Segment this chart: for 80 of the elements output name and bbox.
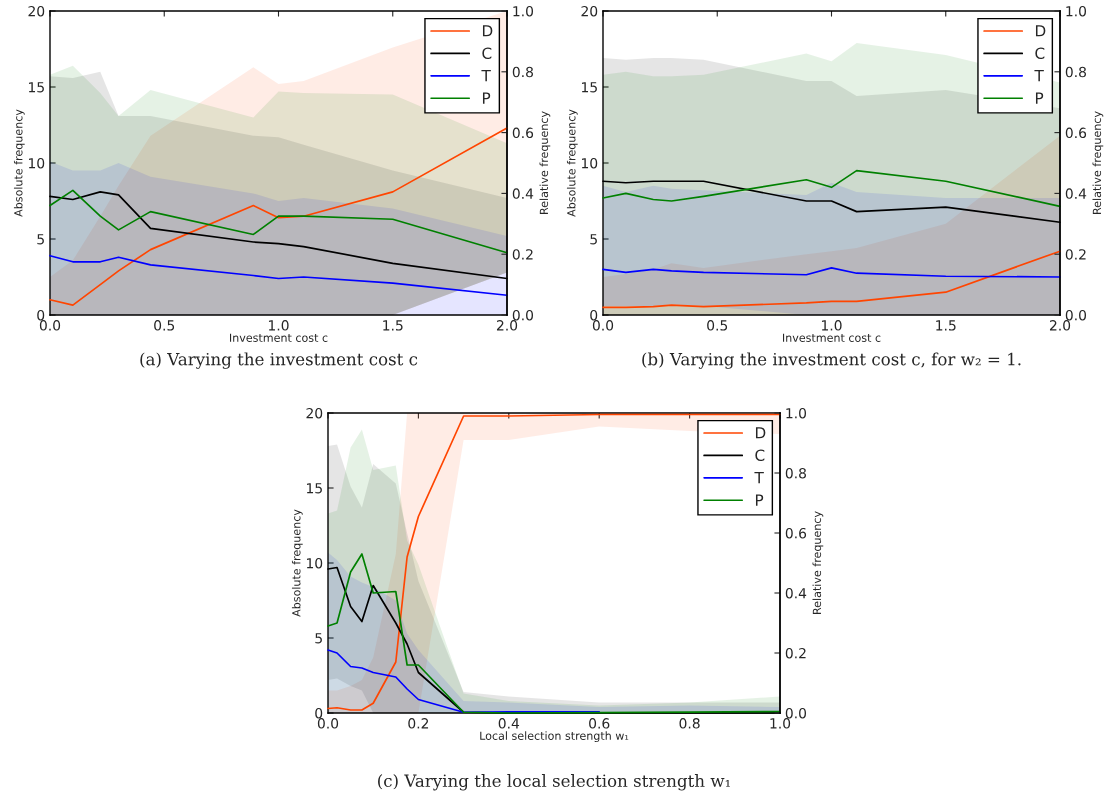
legend-label: D <box>1035 25 1046 37</box>
x-tick-label: 0.5 <box>154 320 175 331</box>
text: (c) Varying the local selection strength w₁ <box>378 774 730 791</box>
line-series <box>602 169 1061 208</box>
line-series <box>49 189 508 254</box>
x-tick-label: 1.0 <box>770 718 791 729</box>
legend-label: C <box>482 47 492 59</box>
y2-tick-label: 0.4 <box>785 587 807 599</box>
y2-tick-label: 1.0 <box>786 407 807 419</box>
text: (a) Varying the investment cost c <box>140 352 418 369</box>
y-tick-label: 0 <box>590 309 598 321</box>
x-tick-label: 1.0 <box>268 320 289 331</box>
y2-tick-label: 0.2 <box>1065 249 1086 260</box>
x-tick-label: 0.0 <box>39 320 61 331</box>
y-tick-label: 20 <box>306 407 323 419</box>
legend-label: D <box>755 427 766 439</box>
x-axis-title: Investment cost c <box>783 333 881 342</box>
y2-tick-label: 0.0 <box>1065 309 1087 321</box>
y2-axis-title: Relative frequency <box>812 511 824 614</box>
y-axis-title: Absolute frequency <box>566 109 578 217</box>
y-tick-label: 15 <box>306 483 322 494</box>
x-tick-label: 2.0 <box>1049 320 1071 331</box>
y2-tick-label: 0.8 <box>1065 66 1086 78</box>
x-tick-label: 1.5 <box>383 320 403 331</box>
y2-axis-title: Relative frequency <box>539 111 551 214</box>
text: (b) Varying the investment cost c, for w₂ = 1. <box>642 352 1021 369</box>
y2-tick-label: 0.2 <box>785 647 806 659</box>
x-tick-label: 0.4 <box>498 718 520 729</box>
y-tick-label: 10 <box>306 557 323 569</box>
y-tick-label: 15 <box>28 82 44 93</box>
legend-label: T <box>1034 70 1044 82</box>
line-series <box>602 250 1061 309</box>
y2-tick-label: 0.2 <box>512 249 533 260</box>
line-series <box>49 127 508 306</box>
y2-tick-label: 1.0 <box>513 5 534 17</box>
x-tick-label: 0.8 <box>679 718 700 729</box>
x-tick-label: 1.0 <box>821 320 842 331</box>
legend-label: C <box>1035 47 1045 59</box>
x-axis-title: Local selection strength w₁ <box>480 731 629 743</box>
x-axis-title: Investment cost c <box>230 333 328 342</box>
y-tick-label: 0 <box>315 707 323 719</box>
y2-tick-label: 0.4 <box>512 188 534 199</box>
y-tick-label: 20 <box>581 5 598 17</box>
y-tick-label: 15 <box>581 82 597 93</box>
legend-label: D <box>482 25 493 37</box>
y-tick-label: 10 <box>581 157 598 169</box>
y-tick-label: 5 <box>315 633 322 644</box>
y2-tick-label: 0.4 <box>1065 188 1087 199</box>
y2-tick-label: 1.0 <box>1066 5 1087 17</box>
x-tick-label: 0.5 <box>707 320 728 331</box>
legend-label: C <box>755 449 765 461</box>
y-axis-title: Absolute frequency <box>13 109 25 217</box>
line-series <box>49 254 508 297</box>
legend-label: T <box>754 472 764 484</box>
x-tick-label: 1.5 <box>936 320 956 331</box>
y-tick-label: 20 <box>28 5 45 17</box>
y2-tick-label: 0.8 <box>512 66 533 78</box>
y-tick-label: 5 <box>37 234 44 245</box>
x-tick-label: 0.2 <box>408 718 429 729</box>
x-tick-label: 0.0 <box>317 718 339 729</box>
x-tick-label: 2.0 <box>496 320 518 331</box>
legend-label: T <box>481 70 491 82</box>
x-tick-label: 0.6 <box>589 718 610 729</box>
y2-tick-label: 0.8 <box>785 467 806 479</box>
y2-axis-title: Relative frequency <box>1092 111 1104 214</box>
y2-tick-label: 0.0 <box>512 309 534 321</box>
y2-tick-label: 0.6 <box>512 127 534 139</box>
line-series <box>327 649 601 714</box>
y-axis-title: Absolute frequency <box>291 509 303 617</box>
x-tick-label: 0.0 <box>592 320 614 331</box>
y-tick-label: 10 <box>28 157 45 169</box>
y-tick-label: 0 <box>37 309 45 321</box>
legend-label: P <box>755 494 764 506</box>
legend-label: P <box>1035 92 1044 104</box>
y2-tick-label: 0.6 <box>785 527 807 539</box>
legend-label: P <box>482 92 491 104</box>
y2-tick-label: 0.6 <box>1065 127 1087 139</box>
line-series <box>602 267 1061 278</box>
y2-tick-label: 0.0 <box>785 707 807 719</box>
y-tick-label: 5 <box>590 234 597 245</box>
